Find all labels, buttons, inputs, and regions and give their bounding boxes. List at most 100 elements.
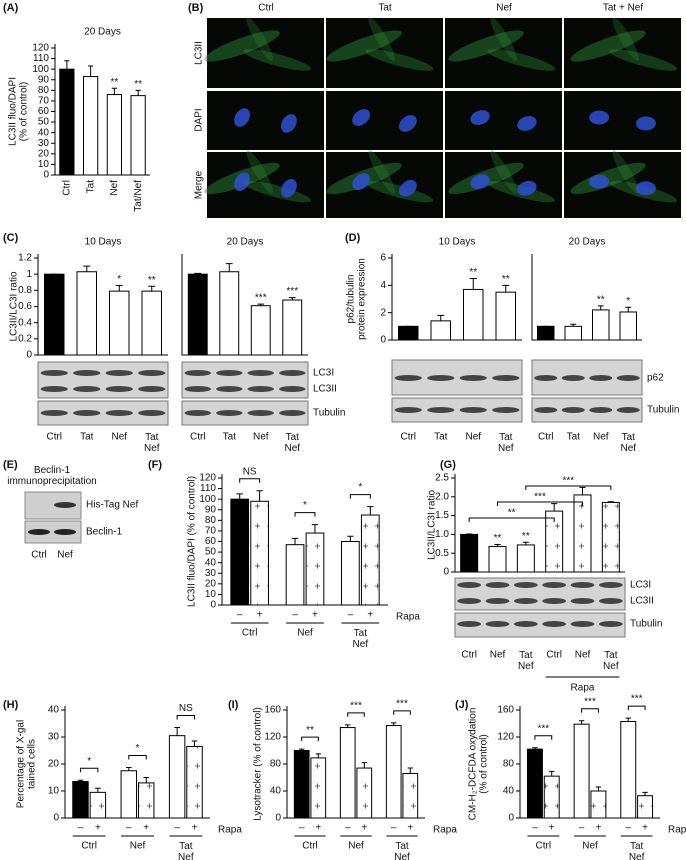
bar [282, 299, 303, 356]
y-tick-label: 50 [205, 547, 217, 558]
y-tick-label: 160 [497, 705, 514, 716]
y-tick-label: 60 [38, 106, 50, 117]
blot-band [105, 386, 133, 392]
x-tick-label: – [625, 823, 631, 834]
y-tick-label: 10 [38, 159, 50, 170]
y-axis-label: LC3II/LC3I ratio [9, 271, 20, 341]
blot-band [589, 407, 613, 413]
group-label: Nef [348, 841, 364, 852]
treatment-label: Rapa [396, 612, 420, 623]
micrograph [326, 91, 443, 150]
treatment-label: Rapa [668, 825, 686, 836]
group-label: Ctrl [242, 628, 258, 639]
x-tick-label: Nef [465, 432, 481, 443]
blot-band [394, 375, 422, 381]
significance: * [117, 274, 121, 285]
group-label: Tat Nef [178, 841, 194, 860]
error-bar [494, 544, 501, 547]
error-bar [549, 770, 555, 777]
micrograph [564, 91, 681, 150]
x-tick-label: – [78, 823, 84, 834]
y-axis-label: LC3II fluo/DAPI (% of control) [187, 476, 198, 607]
bar [230, 498, 250, 606]
y-tick-label: 0 [443, 567, 449, 578]
y-axis-label: Lysotracker (% of control) [253, 707, 264, 821]
bar [59, 68, 75, 176]
error-bar [597, 305, 604, 310]
y-tick-label: 90 [38, 74, 50, 85]
bar [250, 500, 269, 606]
bar [620, 720, 637, 819]
bar [341, 541, 360, 606]
blot-band [492, 375, 520, 381]
y-tick-label: 90 [205, 504, 217, 515]
x-tick-label: + [257, 610, 263, 621]
lane-label: Ctrl [31, 550, 47, 561]
bar [590, 790, 607, 819]
blot-band [105, 410, 133, 416]
bar [430, 320, 451, 341]
y-tick-label: 30 [205, 568, 217, 579]
x-tick-label: Tat Nef [144, 432, 160, 454]
significance: NS [243, 466, 257, 477]
y-tick-label: 0 [210, 600, 216, 611]
comparison-bracket [497, 501, 583, 506]
x-tick-label: Nef [109, 180, 120, 196]
significance: *** [562, 476, 574, 487]
chart-title: 10 Days [439, 237, 476, 248]
error-bar [625, 306, 632, 312]
blot-label: LC3II [313, 384, 337, 395]
error-bar [174, 727, 180, 736]
blot-band [513, 582, 538, 588]
blot-band [561, 375, 585, 381]
x-tick-label: Nef [253, 432, 269, 443]
nucleus [234, 108, 250, 127]
blot-band [247, 370, 274, 376]
error-bar [315, 753, 321, 758]
blot-band [427, 407, 455, 413]
bar [516, 544, 535, 573]
error-bar [288, 297, 296, 301]
y-tick-label: 120 [199, 473, 216, 484]
y-tick-label: 1.0 [435, 529, 449, 540]
blot-label: Tubulin [313, 408, 345, 419]
blot-band [570, 598, 595, 604]
error-bar [532, 747, 538, 750]
bar [463, 288, 484, 341]
nucleus [281, 178, 297, 198]
error-bar [143, 777, 149, 783]
bar [619, 311, 637, 341]
error-bar [115, 284, 123, 292]
chart-title: 20 Days [569, 237, 606, 248]
micrograph [445, 91, 562, 150]
blot-band [184, 410, 211, 416]
x-tick-label: – [391, 823, 397, 834]
y-tick-label: 1 [26, 269, 32, 280]
blot-label: Beclin-1 [86, 527, 123, 538]
x-tick-label: – [579, 823, 585, 834]
panel-label: (G) [440, 459, 456, 471]
cell-stain [487, 49, 556, 71]
micrograph [207, 18, 324, 88]
blot-label: His-Tag Nef [86, 500, 138, 511]
nucleus [399, 115, 417, 132]
group-label: Tat Nef [353, 628, 369, 650]
significance: *** [631, 694, 643, 705]
cell-stain [246, 17, 273, 61]
nucleus [470, 174, 490, 190]
micrograph [326, 152, 443, 218]
significance: * [303, 500, 307, 511]
x-tick-label: + [549, 823, 555, 834]
blot-band [513, 621, 538, 627]
cell-stain [448, 30, 524, 62]
bar [109, 290, 130, 356]
cell-stain [246, 150, 273, 194]
error-bar [88, 65, 94, 77]
significance: ** [148, 275, 156, 286]
sig-bracket [393, 710, 411, 715]
blot-band [616, 375, 640, 381]
micrograph [445, 18, 562, 88]
cell-stain [612, 150, 639, 194]
y-tick-label: 0 [43, 170, 49, 181]
x-tick-label: Tat Nef [498, 432, 514, 454]
